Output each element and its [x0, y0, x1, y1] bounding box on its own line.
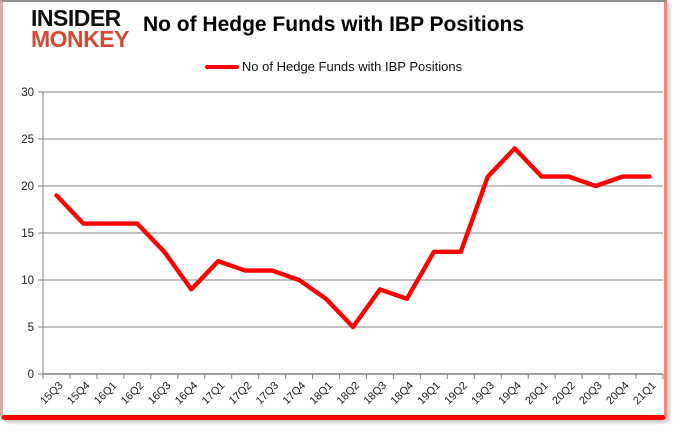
- x-tick-label: 17Q4: [281, 380, 309, 408]
- insider-monkey-logo: INSIDER MONKEY: [31, 5, 129, 53]
- x-tick-label: 21Q1: [631, 380, 659, 408]
- y-tick-label: 20: [21, 181, 34, 193]
- chart-title: No of Hedge Funds with IBP Positions: [142, 13, 525, 36]
- x-tick-label: 15Q3: [38, 380, 66, 408]
- legend-series-label: No of Hedge Funds with IBP Positions: [241, 59, 463, 74]
- y-tick-label: 10: [21, 275, 34, 287]
- x-tick-label: 20Q4: [604, 380, 632, 408]
- x-tick-label: 16Q1: [92, 380, 120, 408]
- x-tick-label: 16Q4: [173, 380, 201, 408]
- x-tick-label: 17Q1: [200, 380, 228, 408]
- logo-text-monkey: MONKEY: [31, 26, 129, 53]
- chart-legend: No of Hedge Funds with IBP Positions: [3, 59, 664, 74]
- axis-labels: 0 5 10 15 20 25 30 15Q3 15Q4 16Q1 16Q2 16Q3 16Q4 17Q1…: [21, 87, 658, 407]
- x-tick-label: 15Q4: [65, 380, 93, 408]
- y-tick-label: 0: [28, 369, 34, 381]
- x-tick-label: 17Q2: [227, 380, 255, 408]
- y-tick-label: 15: [21, 228, 34, 240]
- line-chart: 0 5 10 15 20 25 30 15Q3 15Q4 16Q1 16Q2 16Q3 16Q4 17Q1…: [21, 87, 664, 407]
- x-tick-label: 16Q3: [146, 380, 174, 408]
- x-tick-label: 17Q3: [254, 380, 282, 408]
- x-tick-label: 19Q2: [442, 380, 470, 408]
- axes: [38, 91, 664, 379]
- x-tick-label: 20Q3: [577, 380, 605, 408]
- x-tick-label: 18Q3: [362, 380, 390, 408]
- x-tick-label: 18Q2: [335, 380, 363, 408]
- x-tick-label: 20Q2: [550, 380, 578, 408]
- series-line: [54, 146, 652, 330]
- x-tick-label: 18Q4: [389, 380, 417, 408]
- logo-text-insider: INSIDER: [31, 5, 121, 31]
- y-tick-label: 5: [28, 322, 34, 334]
- x-tick-label: 16Q2: [119, 380, 147, 408]
- legend-line-swatch: [204, 64, 239, 69]
- chart-card: INSIDER MONKEY No of Hedge Funds with IB…: [0, 0, 667, 420]
- x-tick-label: 19Q1: [415, 380, 443, 408]
- x-tick-label: 19Q3: [469, 380, 497, 408]
- y-tick-label: 25: [21, 134, 34, 146]
- x-tick-label: 18Q1: [308, 380, 336, 408]
- gridlines: [43, 91, 663, 375]
- x-tick-label: 20Q1: [523, 380, 551, 408]
- y-tick-label: 30: [21, 87, 34, 99]
- x-tick-label: 19Q4: [496, 380, 524, 408]
